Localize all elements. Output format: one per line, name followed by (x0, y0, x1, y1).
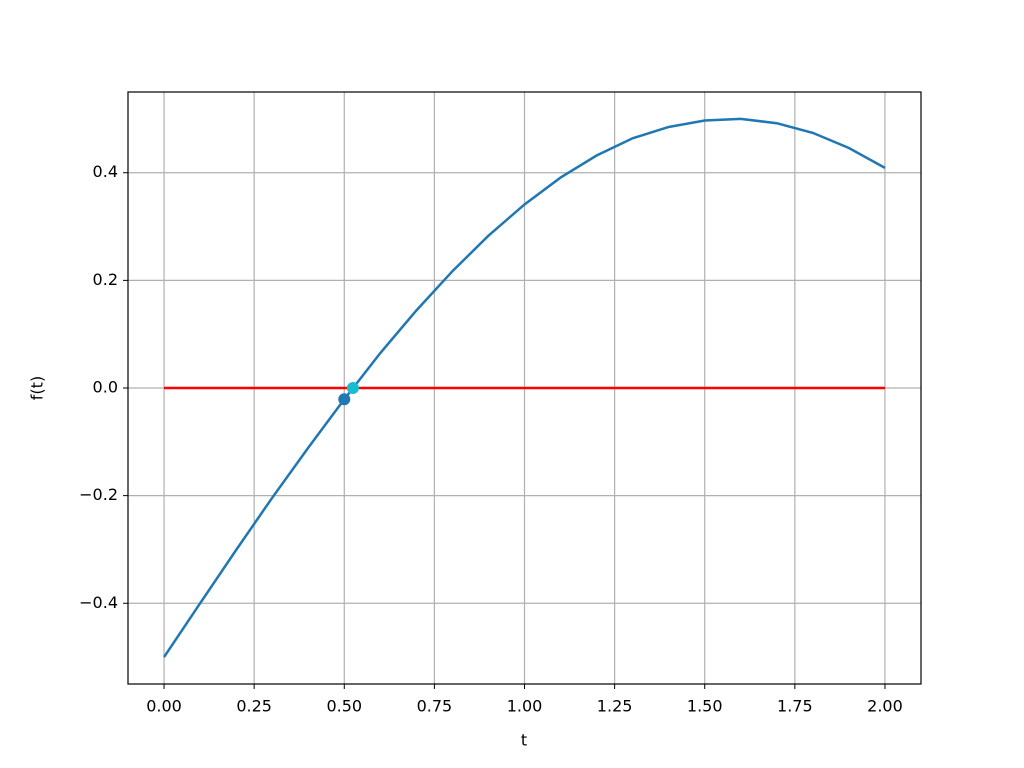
line (163, 117, 886, 658)
x-tick-label: 2.00 (867, 697, 903, 716)
y-axis-label: f(t) (28, 376, 47, 400)
point (338, 393, 351, 406)
x-tick-label: 1.50 (687, 697, 723, 716)
x-tick-label: 1.25 (597, 697, 633, 716)
y-tick-label: −0.4 (79, 593, 118, 612)
point (346, 382, 359, 394)
x-tick-label: 1.00 (507, 697, 543, 716)
x-tick-label: 0.25 (236, 697, 272, 716)
x-tick-label: 1.75 (777, 697, 813, 716)
x-tick-label: 0.50 (326, 697, 362, 716)
plot-frame (127, 91, 922, 685)
y-tick-label: −0.2 (79, 485, 118, 504)
y-tick-label: 0.2 (93, 270, 118, 289)
y-tick-label: 0.0 (93, 378, 118, 397)
x-tick-label: 0.75 (417, 697, 453, 716)
x-axis-label: t (521, 731, 527, 750)
y-tick-label: 0.4 (93, 162, 118, 181)
x-tick-label: 0.00 (146, 697, 182, 716)
